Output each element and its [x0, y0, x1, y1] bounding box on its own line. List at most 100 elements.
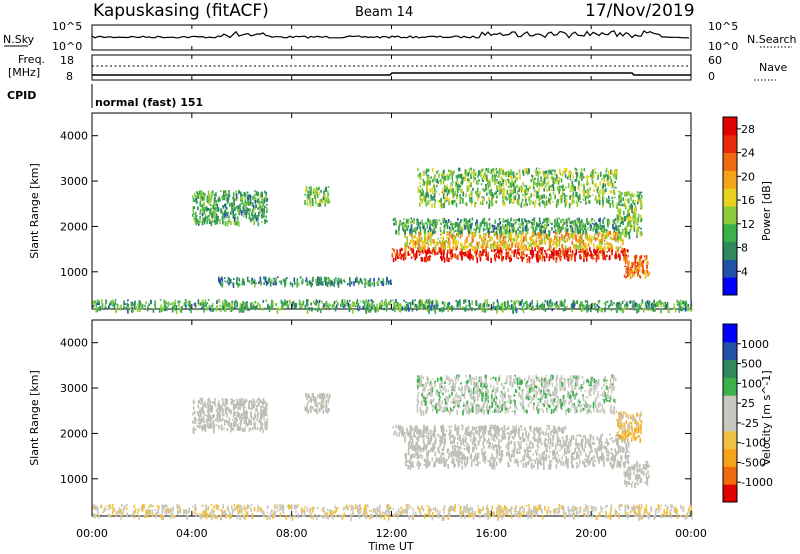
echo-cell	[463, 242, 466, 247]
echo-cell	[425, 182, 428, 187]
echo-cell	[510, 198, 512, 202]
echo-cell	[220, 282, 222, 286]
echo-cell	[419, 230, 422, 234]
echo-cell	[424, 256, 426, 263]
echo-cell	[404, 460, 407, 467]
echo-cell	[384, 299, 387, 304]
echo-cell	[578, 244, 580, 247]
echo-cell	[451, 252, 454, 258]
echo-cell	[617, 235, 619, 241]
echo-cell	[522, 221, 524, 225]
echo-cell	[569, 195, 572, 199]
echo-cell	[417, 167, 419, 171]
echo-cell	[376, 303, 378, 309]
echo-cell	[531, 174, 533, 178]
echo-cell	[365, 308, 367, 314]
echo-cell	[227, 211, 229, 214]
echo-cell	[630, 266, 632, 271]
echo-cell	[509, 172, 511, 177]
echo-cell	[607, 306, 610, 310]
echo-cell	[427, 246, 429, 250]
echo-cell	[568, 447, 570, 450]
echo-cell	[543, 250, 546, 253]
echo-cell	[307, 299, 310, 301]
echo-cell	[529, 236, 531, 240]
echo-cell	[413, 227, 416, 231]
echo-cell	[391, 308, 394, 311]
echo-cell	[508, 306, 510, 310]
echo-cell	[403, 255, 406, 258]
echo-cell	[569, 246, 572, 250]
echo-cell	[463, 246, 465, 250]
echo-cell	[412, 461, 414, 464]
echo-cell	[623, 256, 625, 262]
echo-cell	[506, 442, 509, 446]
echo-cell	[630, 197, 632, 201]
echo-cell	[570, 203, 572, 206]
echo-cell	[554, 178, 557, 181]
echo-cell	[609, 437, 612, 440]
echo-cell	[482, 441, 484, 447]
echo-cell	[552, 251, 554, 257]
echo-cell	[474, 232, 477, 237]
echo-cell	[528, 185, 531, 188]
echo-cell	[111, 299, 114, 305]
power-colorbar-label: Power [dB]	[760, 181, 773, 241]
echo-cell	[414, 299, 416, 302]
echo-cell	[488, 218, 491, 221]
echo-cell	[643, 307, 645, 313]
echo-cell	[576, 451, 579, 455]
echo-cell	[410, 217, 413, 220]
echo-cell	[475, 447, 478, 450]
echo-cell	[476, 224, 479, 228]
echo-cell	[484, 171, 486, 175]
echo-cell	[621, 217, 623, 220]
echo-cell	[634, 200, 637, 203]
echo-cell	[227, 276, 230, 281]
echo-cell	[556, 451, 558, 455]
echo-cell	[262, 276, 265, 280]
echo-cell	[534, 459, 537, 464]
echo-cell	[599, 241, 601, 246]
echo-cell	[543, 450, 545, 456]
echo-cell	[154, 300, 156, 304]
echo-cell	[454, 235, 457, 240]
echo-cell	[611, 304, 614, 306]
echo-cell	[580, 168, 583, 172]
echo-cell	[613, 237, 616, 241]
echo-cell	[516, 172, 518, 175]
echo-cell	[367, 279, 369, 285]
echo-cell	[470, 174, 472, 180]
echo-cell	[473, 459, 475, 463]
echo-cell	[582, 308, 585, 311]
echo-cell	[393, 301, 396, 305]
echo-cell	[538, 305, 541, 309]
echo-cell	[439, 439, 441, 442]
echo-cell	[444, 442, 446, 446]
echo-cell	[359, 300, 362, 303]
echo-cell	[395, 220, 397, 226]
echo-cell	[192, 214, 194, 217]
echo-cell	[627, 223, 630, 226]
echo-cell	[252, 280, 255, 284]
echo-cell	[315, 279, 317, 284]
echo-cell	[367, 301, 370, 307]
echo-cell	[523, 253, 526, 256]
echo-cell	[628, 271, 630, 276]
echo-cell	[542, 233, 545, 237]
echo-cell	[377, 277, 380, 281]
echo-cell	[559, 188, 561, 192]
nsky-label: N.Sky	[3, 33, 35, 46]
echo-cell	[451, 223, 453, 228]
echo-cell	[491, 174, 494, 178]
echo-cell	[529, 242, 532, 246]
echo-cell	[559, 195, 562, 201]
echo-cell	[501, 258, 504, 262]
echo-cell	[456, 451, 458, 454]
echo-cell	[516, 191, 519, 196]
echo-cell	[244, 192, 247, 198]
echo-cell	[398, 223, 401, 226]
echo-cell	[266, 200, 268, 202]
echo-cell	[566, 447, 568, 451]
